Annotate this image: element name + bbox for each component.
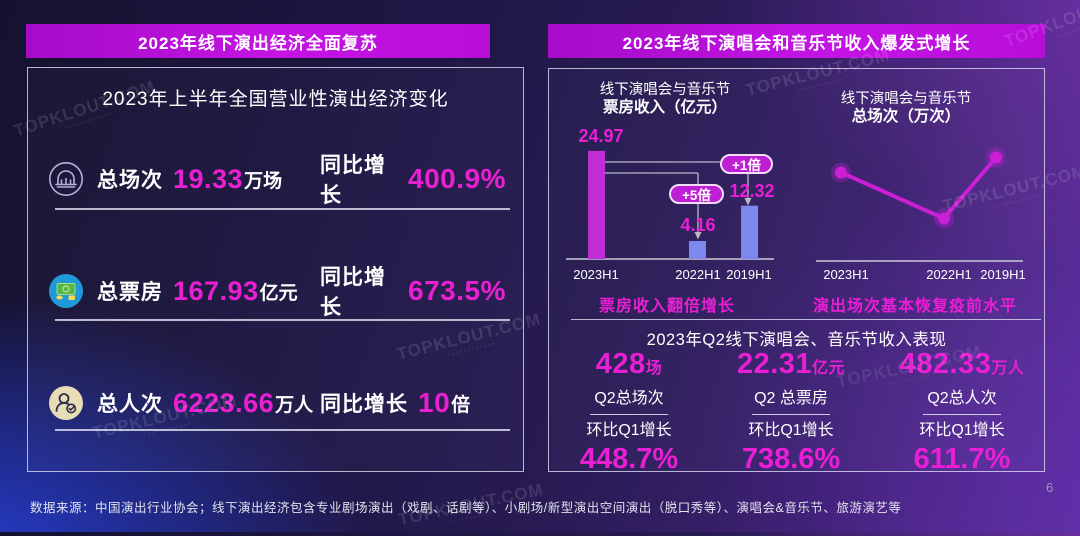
growth-annotation-pill: +5倍 xyxy=(669,184,724,204)
charts-canvas xyxy=(566,147,1023,262)
line-point xyxy=(835,166,847,179)
audience-person-icon xyxy=(48,385,84,421)
divider xyxy=(571,319,1041,320)
line-point xyxy=(990,151,1002,164)
left-panel-title: 2023年上半年全国营业性演出经济变化 xyxy=(102,89,449,110)
stat-unit: 亿元 xyxy=(259,282,298,304)
stat-label: 总票房 xyxy=(97,281,163,304)
stat-row-total-attendance: 总人次 6223.66 万人 同比增长 10 倍 xyxy=(48,381,507,425)
divider xyxy=(923,414,1001,415)
x-axis-label: 2019H1 xyxy=(980,267,1026,282)
x-axis-label: 2022H1 xyxy=(675,267,721,282)
stat-row-total-shows: 总场次 19.33 万场 同比增长 400.9% xyxy=(48,154,507,207)
divider xyxy=(55,319,510,321)
x-axis-label: 2022H1 xyxy=(926,267,972,282)
stat-row-total-boxoffice: 总票房 167.93 亿元 同比增长 673.5% xyxy=(48,266,507,319)
line-chart-caption: 演出场次基本恢复疫前水平 xyxy=(812,298,1017,315)
bar-chart-title: 线下演唱会与音乐节 票房收入（亿元） xyxy=(599,82,731,116)
divider xyxy=(590,414,668,415)
stat-growth: 同比增长 10 倍 xyxy=(320,387,471,418)
data-source-note: 数据来源：中国演出行业协会；线下演出经济包含专业剧场演出（戏剧、话剧等）、小剧场… xyxy=(30,501,902,515)
q2-section-title: 2023年Q2线下演唱会、音乐节收入表现 xyxy=(646,331,947,349)
line-point xyxy=(938,212,950,225)
q2-stat-total-attendance: 482.33万人 Q2总人次 环比Q1增长 611.7% xyxy=(899,348,1025,475)
right-panel-header: 2023年线下演唱会和音乐节收入爆发式增长 xyxy=(548,24,1045,58)
stat-value: 167.93 xyxy=(173,275,259,306)
bar-value-label: 4.16 xyxy=(680,215,716,235)
divider xyxy=(752,414,830,415)
page-number: 6 xyxy=(1046,480,1054,495)
right-panel: 线下演唱会与音乐节 票房收入（亿元） 线下演唱会与音乐节 总场次（万次） xyxy=(548,68,1045,475)
left-panel: 2023年上半年全国营业性演出经济变化 总场次 19.33 万场 同比增长 40… xyxy=(27,67,524,472)
venue-building-icon xyxy=(48,161,84,197)
left-panel-header-label: 2023年线下演出经济全面复苏 xyxy=(138,33,378,53)
left-panel-header: 2023年线下演出经济全面复苏 xyxy=(26,24,490,58)
line-chart-title: 线下演唱会与音乐节 总场次（万次） xyxy=(840,91,972,125)
growth-annotation-pill: +1倍 xyxy=(720,154,773,174)
stat-growth: 同比增长 400.9% xyxy=(320,154,506,207)
bar-chart-caption: 票房收入翻倍增长 xyxy=(598,298,735,315)
stat-unit: 万场 xyxy=(244,170,283,192)
line-series xyxy=(839,155,998,221)
stat-label: 总场次 xyxy=(97,169,163,192)
bar-2022H1 xyxy=(689,240,706,259)
bar-2019H1 xyxy=(741,205,758,259)
stat-unit: 万人 xyxy=(275,394,314,416)
stat-growth: 同比增长 673.5% xyxy=(320,266,506,319)
q2-stat-total-boxoffice: 22.31亿元 Q2 总票房 环比Q1增长 738.6% xyxy=(736,348,846,475)
stat-value: 19.33 xyxy=(173,163,244,194)
divider xyxy=(55,429,510,431)
bar-value-label: 24.97 xyxy=(578,126,624,146)
q2-stat-total-shows: 428场 Q2总场次 环比Q1增长 448.7% xyxy=(579,348,679,475)
right-panel-header-label: 2023年线下演唱会和音乐节收入爆发式增长 xyxy=(622,33,971,53)
x-axis-label: 2023H1 xyxy=(573,267,619,282)
x-axis-label: 2023H1 xyxy=(823,267,869,282)
x-axis-label: 2019H1 xyxy=(726,267,772,282)
bar-value-label: 12.32 xyxy=(729,181,775,201)
stat-label: 总人次 xyxy=(97,393,163,416)
stat-value: 6223.66 xyxy=(173,387,275,418)
box-office-money-icon xyxy=(48,273,84,309)
divider xyxy=(55,208,510,210)
bar-2023H1 xyxy=(588,150,605,259)
